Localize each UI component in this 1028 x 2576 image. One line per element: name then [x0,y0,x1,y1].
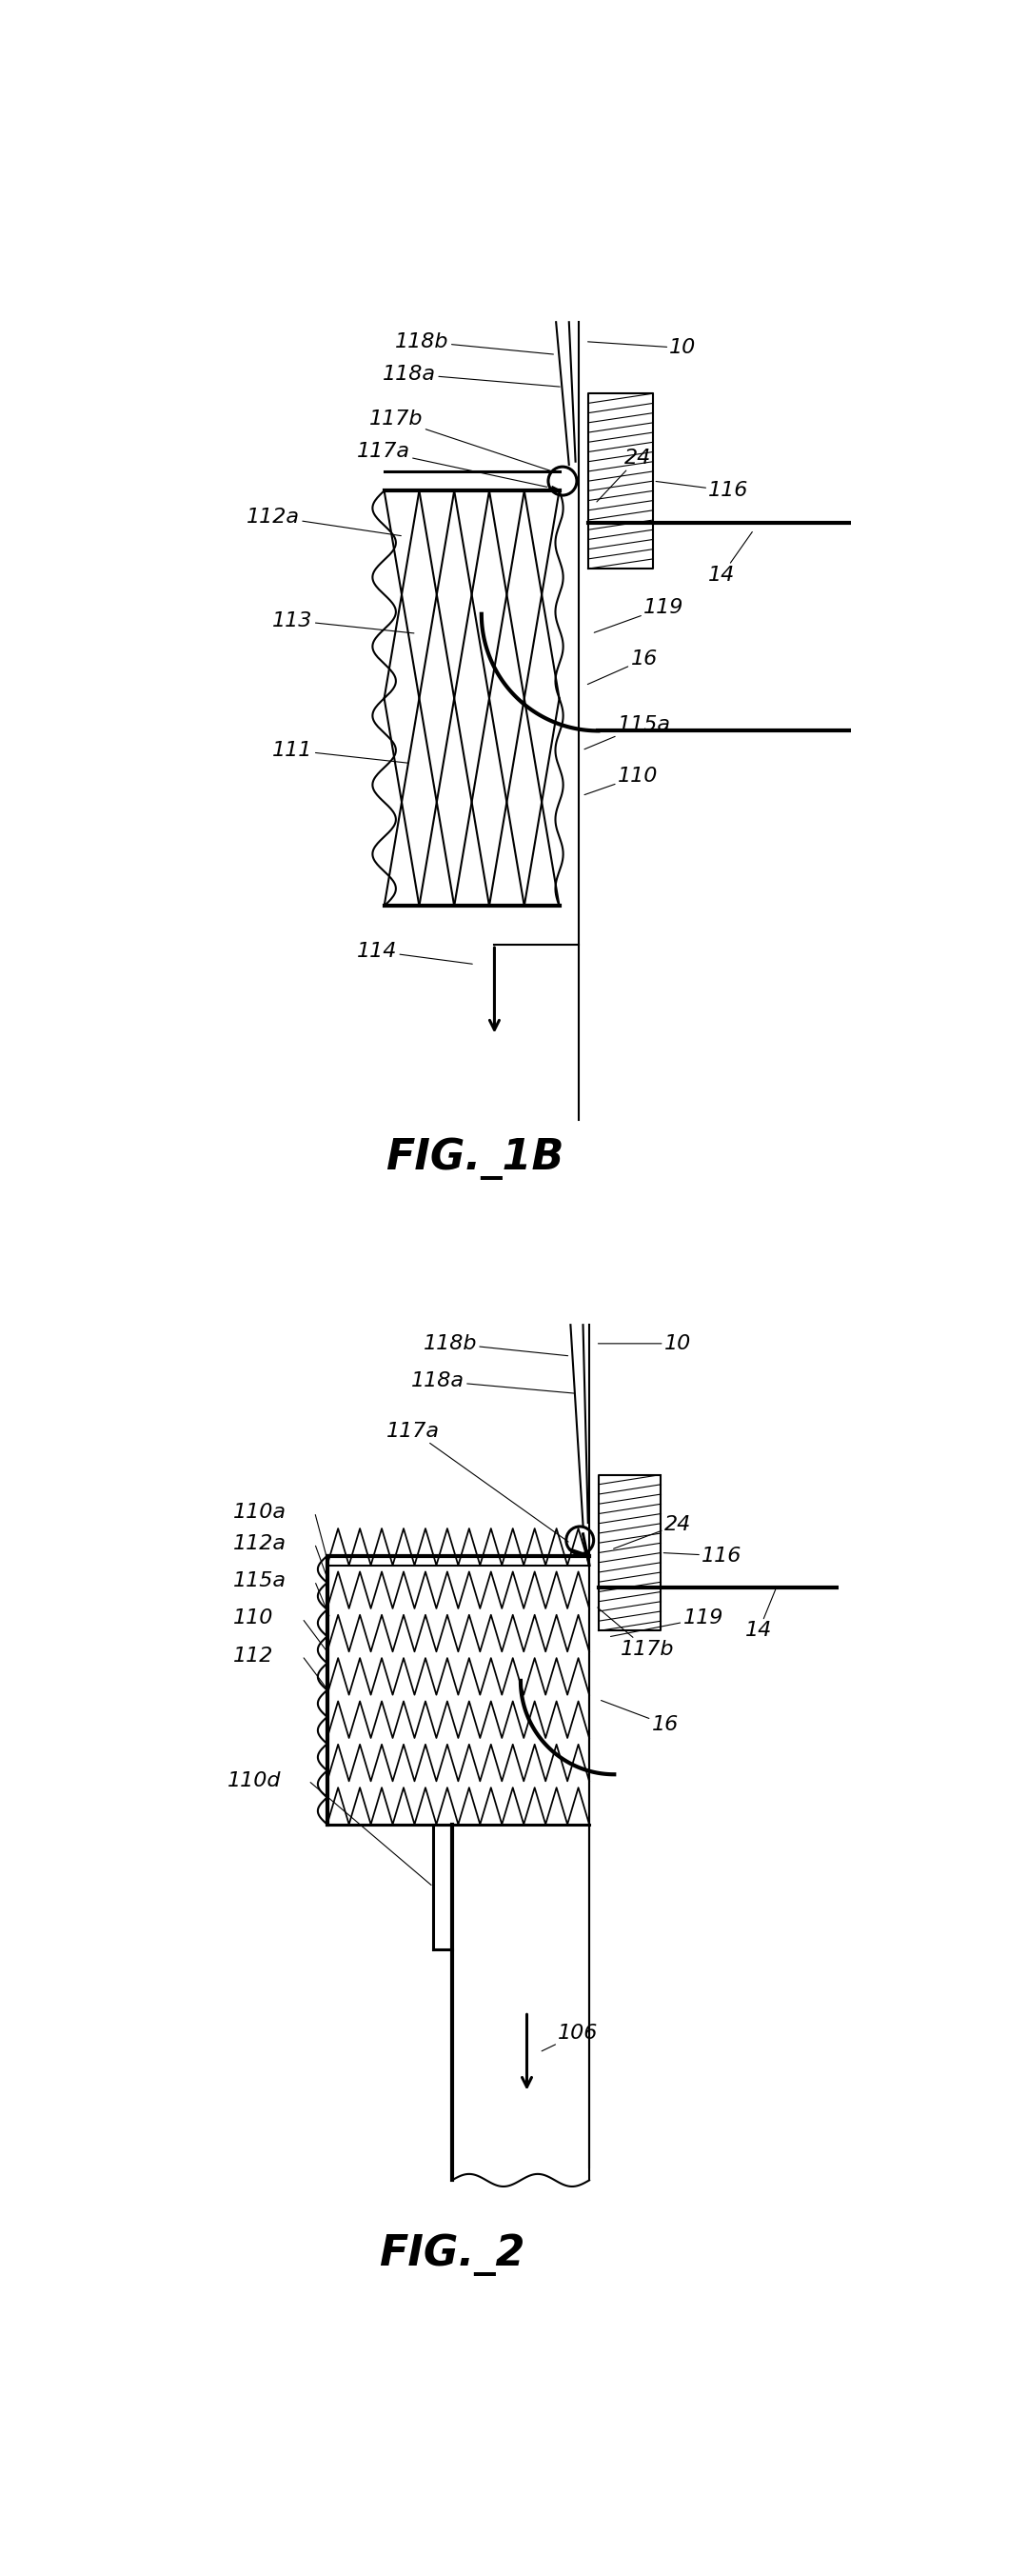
Text: 118a: 118a [411,1370,575,1394]
Text: 113: 113 [272,611,414,634]
Text: 110: 110 [233,1610,273,1628]
Text: 24: 24 [614,1515,691,1548]
Text: 119: 119 [594,598,684,634]
Text: 115a: 115a [584,714,671,750]
Text: 10: 10 [588,337,696,358]
Text: 112a: 112a [247,507,401,536]
Text: 10: 10 [598,1334,691,1352]
Text: 117a: 117a [357,443,547,487]
Text: 112: 112 [233,1646,273,1664]
Text: 117a: 117a [387,1422,568,1543]
Text: 116: 116 [664,1546,742,1566]
Text: 118a: 118a [382,363,560,386]
Text: 115a: 115a [233,1571,287,1589]
Text: 112a: 112a [233,1533,287,1553]
Text: 117b: 117b [597,1607,674,1659]
Text: 16: 16 [601,1700,678,1734]
Text: 110: 110 [585,768,658,796]
Text: 14: 14 [708,531,752,585]
Text: 114: 114 [357,943,472,963]
Text: 110d: 110d [227,1772,281,1790]
Text: 116: 116 [656,482,748,500]
Text: FIG._1B: FIG._1B [386,1139,564,1180]
Text: 117b: 117b [369,410,553,471]
Text: 16: 16 [588,649,658,685]
Text: 110a: 110a [233,1502,287,1522]
Text: 106: 106 [542,2025,598,2050]
Text: 119: 119 [611,1610,724,1636]
Text: FIG._2: FIG._2 [379,2233,525,2277]
Text: 24: 24 [596,448,651,502]
Text: 14: 14 [745,1589,775,1641]
Text: 111: 111 [272,742,407,762]
Text: 118b: 118b [424,1334,567,1355]
Text: 118b: 118b [395,332,553,355]
